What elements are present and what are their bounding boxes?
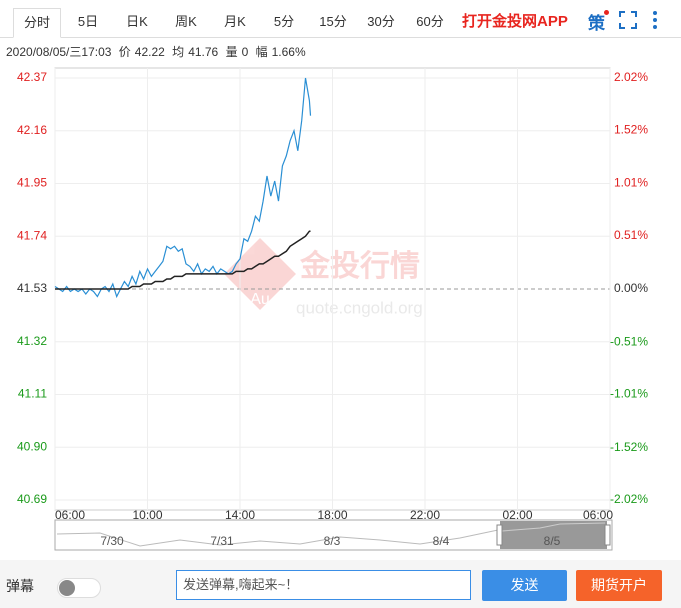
x-tick-label: 10:00 <box>132 508 162 522</box>
y2-tick-label: 2.02% <box>614 70 648 84</box>
x-tick-label: 18:00 <box>317 508 347 522</box>
watermark: Au 金投行情 quote.cngold.org <box>224 238 423 317</box>
navigator-handle[interactable] <box>604 524 611 546</box>
menu-button[interactable] <box>651 10 659 30</box>
tab[interactable]: 月K <box>224 14 246 29</box>
watermark-title: 金投行情 <box>299 249 420 283</box>
datetime: 2020/08/05/三17:03 <box>6 45 112 59</box>
send-button[interactable]: 发送 <box>482 570 567 601</box>
navigator-label: 8/3 <box>324 534 341 548</box>
x-tick-label: 06:00 <box>583 508 613 522</box>
avg-label: 均 <box>172 45 185 59</box>
y-tick-label: 40.69 <box>17 492 47 506</box>
x-tick-label: 06:00 <box>55 508 85 522</box>
chart: Au 金投行情 quote.cngold.org 42.37 42.16 41.95… <box>17 67 648 551</box>
avg: 41.76 <box>188 45 219 59</box>
footer: 弹幕 发送弹幕,嗨起来~！ 发送 期货开户 <box>0 560 681 608</box>
account-button[interactable]: 期货开户 <box>576 570 662 601</box>
navigator-label: 8/5 <box>544 534 561 548</box>
tab[interactable]: 5分 <box>273 14 295 29</box>
watermark-url: quote.cngold.org <box>296 298 423 317</box>
y2-tick-label: -1.52% <box>610 440 648 454</box>
navigator-window-line <box>501 522 606 532</box>
navigator-sparkline <box>56 529 499 547</box>
volume-label: 量 <box>225 45 238 59</box>
y2-tick-label: 0.00% <box>614 281 648 295</box>
series-line <box>54 77 312 299</box>
strategy-button[interactable]: 策 <box>588 14 605 33</box>
series-line <box>55 230 311 290</box>
app-link[interactable]: 打开金投网APP <box>462 13 568 30</box>
tab[interactable]: 分时 <box>13 8 61 38</box>
notify-dot <box>604 10 609 15</box>
volume: 0 <box>241 45 249 59</box>
x-tick-label: 02:00 <box>502 508 532 522</box>
y-tick-label: 41.32 <box>17 334 47 348</box>
tab[interactable]: 30分 <box>367 14 395 29</box>
y-tick-label: 41.11 <box>18 387 47 401</box>
y2-tick-label: -2.02% <box>610 492 648 506</box>
y2-tick-label: -0.51% <box>610 334 648 348</box>
navigator-label: 8/4 <box>433 534 450 548</box>
y2-tick-label: 1.01% <box>614 176 648 190</box>
toolbar: 打开金投网APP 策 分时 5日 日K 周K 月K 5分 15分 30分 60分 <box>0 0 681 38</box>
tab[interactable]: 5日 <box>77 14 99 29</box>
x-tick-label: 22:00 <box>410 508 440 522</box>
toggle-knob <box>59 580 75 596</box>
change: 1.66% <box>271 45 306 59</box>
y-tick-label: 41.95 <box>17 176 47 190</box>
danmaku-input[interactable]: 发送弹幕,嗨起来~！ <box>176 570 471 600</box>
change-label: 幅 <box>255 45 268 59</box>
tab[interactable]: 15分 <box>319 14 347 29</box>
navigator-label: 7/31 <box>210 534 234 548</box>
tab[interactable]: 60分 <box>416 14 444 29</box>
tab[interactable]: 日K <box>126 14 148 29</box>
navigator-label: 7/30 <box>100 534 124 548</box>
fullscreen-button[interactable] <box>619 11 637 29</box>
y-tick-label: 40.90 <box>17 439 47 453</box>
y2-tick-label: 0.51% <box>614 228 648 242</box>
x-tick-label: 14:00 <box>225 508 255 522</box>
danmaku-toggle[interactable] <box>57 578 101 598</box>
watermark-badge: Au <box>250 291 270 308</box>
y2-tick-label: 1.52% <box>614 122 648 136</box>
y-tick-label: 41.74 <box>17 228 47 242</box>
y-tick-label: 42.37 <box>17 70 47 84</box>
y-tick-label: 42.16 <box>17 123 47 137</box>
price: 42.22 <box>134 45 165 59</box>
danmaku-label: 弹幕 <box>6 578 34 594</box>
tab[interactable]: 周K <box>175 14 197 29</box>
y-tick-label: 41.53 <box>17 281 47 295</box>
navigator-handle[interactable] <box>496 524 503 546</box>
price-label: 价 <box>118 45 131 59</box>
y2-tick-label: -1.01% <box>610 387 648 401</box>
